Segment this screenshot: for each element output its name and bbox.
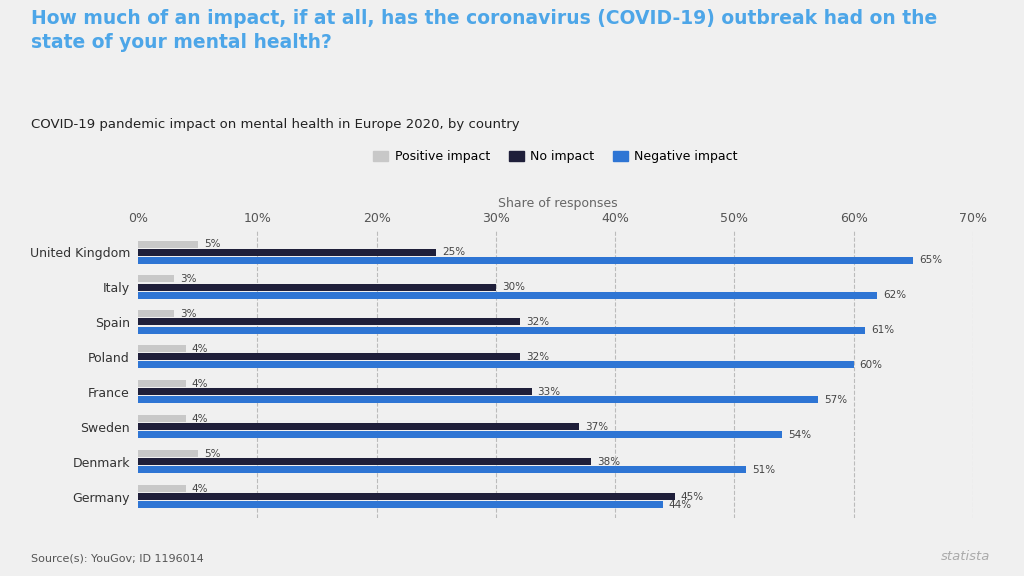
Text: 60%: 60% [859, 360, 883, 370]
Bar [138, 257, 913, 264]
Text: 62%: 62% [884, 290, 906, 300]
Bar [138, 380, 186, 387]
Text: 65%: 65% [920, 255, 942, 265]
Text: How much of an impact, if at all, has the coronavirus (COVID-19) outbreak had on: How much of an impact, if at all, has th… [31, 9, 937, 52]
Bar [138, 450, 198, 457]
Text: 5%: 5% [204, 449, 220, 458]
Bar [138, 327, 865, 334]
Text: 4%: 4% [191, 484, 209, 494]
Bar [138, 423, 580, 430]
Text: 4%: 4% [191, 414, 209, 424]
Bar [138, 319, 520, 325]
Text: 32%: 32% [525, 317, 549, 327]
Text: 5%: 5% [204, 239, 220, 249]
Text: 38%: 38% [597, 457, 621, 467]
Bar [138, 310, 174, 317]
Bar [138, 241, 198, 248]
Text: 44%: 44% [669, 500, 692, 510]
Bar [138, 467, 746, 473]
Bar [138, 485, 186, 492]
Text: 30%: 30% [502, 282, 525, 292]
Text: 45%: 45% [681, 492, 703, 502]
Bar [138, 354, 520, 361]
Bar [138, 493, 675, 500]
Bar [138, 291, 878, 298]
Bar [138, 249, 436, 256]
Bar [138, 396, 818, 403]
Bar [138, 283, 496, 290]
Bar [138, 415, 186, 422]
Text: 54%: 54% [788, 430, 811, 440]
Text: 3%: 3% [180, 309, 197, 319]
Text: 33%: 33% [538, 387, 561, 397]
Text: statista: statista [941, 550, 990, 563]
Legend: Positive impact, No impact, Negative impact: Positive impact, No impact, Negative imp… [374, 150, 737, 163]
Bar [138, 275, 174, 282]
Text: COVID-19 pandemic impact on mental health in Europe 2020, by country: COVID-19 pandemic impact on mental healt… [31, 118, 519, 131]
Text: 4%: 4% [191, 344, 209, 354]
Bar [138, 501, 663, 508]
Bar [138, 346, 186, 353]
Text: 4%: 4% [191, 379, 209, 389]
Bar [138, 431, 782, 438]
Text: 57%: 57% [823, 395, 847, 405]
Text: 32%: 32% [525, 352, 549, 362]
Bar [138, 458, 591, 465]
Bar [138, 362, 854, 369]
Text: 51%: 51% [753, 465, 775, 475]
Text: 61%: 61% [871, 325, 895, 335]
Text: Source(s): YouGov; ID 1196014: Source(s): YouGov; ID 1196014 [31, 554, 204, 563]
Text: 3%: 3% [180, 274, 197, 284]
Text: Share of responses: Share of responses [499, 197, 617, 210]
Bar [138, 388, 531, 395]
Text: 37%: 37% [586, 422, 608, 432]
Text: 25%: 25% [442, 247, 465, 257]
